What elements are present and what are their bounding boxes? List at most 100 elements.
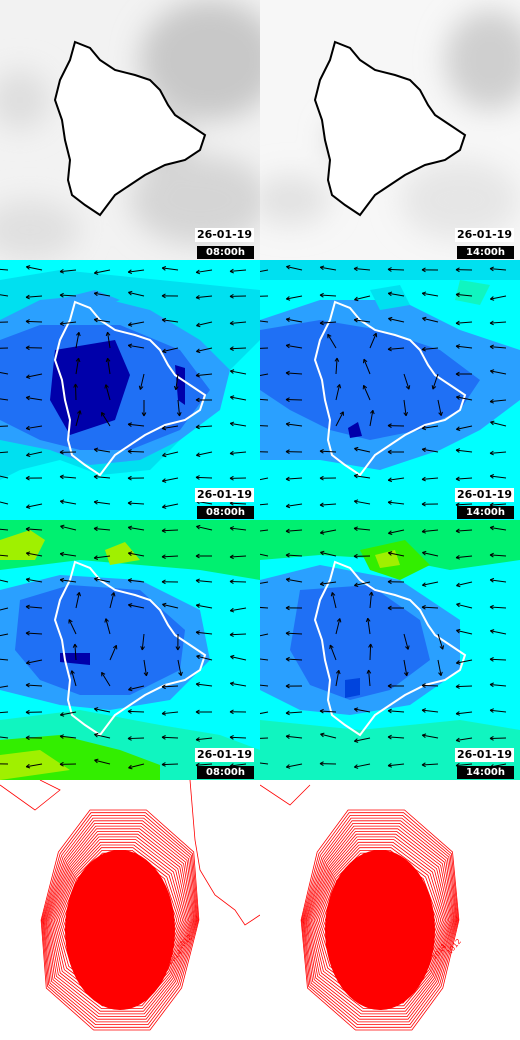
wind-arrow	[327, 334, 337, 349]
wind-arrow-head	[421, 349, 426, 352]
wind-arrow-head	[195, 475, 200, 478]
wind-arrow-head	[128, 343, 133, 346]
wind-arrow-head	[105, 384, 109, 388]
wind-arrow-head	[286, 766, 291, 769]
wind-arrow-head	[353, 266, 358, 269]
wind-arrow-head	[59, 321, 64, 325]
wind-arrow-head	[489, 709, 494, 713]
wind-arrow	[422, 347, 439, 351]
wind-arrow	[196, 321, 213, 327]
wind-arrow	[456, 581, 473, 587]
pressure-contour-line	[42, 815, 198, 1026]
wind-arrow-head	[162, 506, 167, 509]
wind-arrow-head	[25, 735, 30, 739]
wind-arrow	[175, 373, 179, 390]
wind-arrow-head	[105, 618, 109, 622]
wind-arrow-head	[489, 606, 494, 610]
wind-arrow-head	[73, 383, 76, 388]
wind-arrow	[354, 295, 371, 301]
wind-arrow	[162, 711, 179, 715]
wind-arrow-head	[127, 736, 132, 739]
wind-arrow-head	[59, 271, 64, 274]
wind-arrow	[335, 411, 344, 427]
wind-arrow	[403, 633, 409, 650]
wind-arrow-head	[229, 736, 234, 740]
wind-arrow-head	[354, 448, 358, 452]
wind-arrow-head	[60, 524, 65, 527]
cloud-map-0800: 26-01-19 08:00h	[0, 0, 260, 260]
wind-arrow	[161, 763, 179, 766]
wind-arrow-head	[93, 270, 98, 274]
wind-arrow	[260, 633, 269, 637]
wind-arrow-head	[353, 268, 358, 272]
wind-arrow	[128, 423, 145, 427]
wind-map-canvas	[0, 520, 260, 780]
wind-map-canvas	[260, 520, 520, 780]
wind-arrow	[230, 451, 247, 455]
wind-arrow-head	[127, 500, 132, 504]
wind-arrow-head	[94, 447, 99, 450]
wind-arrows	[0, 265, 247, 509]
wind-arrow-head	[127, 502, 132, 506]
wind-arrow-head	[421, 292, 426, 297]
wind-arrow-head	[139, 386, 144, 390]
wind-arrow	[94, 476, 111, 479]
wind-arrow-head	[94, 734, 98, 738]
wind-arrow-head	[196, 325, 201, 328]
wind-arrow	[196, 295, 213, 299]
wind-arrow-head	[387, 685, 392, 689]
wind-arrow-head	[59, 761, 64, 765]
wind-arrow-head	[286, 264, 291, 268]
wind-arrow-head	[455, 371, 460, 375]
wind-arrow-head	[229, 348, 234, 351]
wind-arrow	[354, 475, 371, 479]
wind-map-canvas	[260, 260, 520, 520]
wind-arrow-head	[421, 267, 426, 271]
wind-arrow-head	[339, 411, 344, 415]
wind-arrow-head	[161, 293, 166, 297]
wind-arrow-head	[438, 412, 442, 416]
wind-arrow-head	[128, 603, 133, 606]
wind-arrow	[320, 321, 337, 324]
wind-arrow-head	[162, 351, 167, 354]
wind-arrow-head	[405, 386, 410, 390]
wind-arrow	[260, 553, 269, 557]
wind-arrow	[320, 529, 337, 534]
wind-arrow-head	[403, 412, 407, 417]
wind-arrow	[490, 475, 507, 479]
wind-arrow-head	[387, 292, 392, 297]
wind-arrow-head	[455, 373, 460, 377]
wind-arrow-head	[354, 582, 358, 586]
wind-arrow	[162, 425, 179, 430]
wind-arrow	[388, 736, 405, 739]
wind-arrow	[422, 709, 439, 713]
wind-arrow	[230, 655, 247, 661]
wind-arrow-head	[195, 399, 200, 403]
wind-arrow	[162, 451, 179, 457]
wind-arrow-head	[285, 296, 290, 300]
wind-arrow	[94, 555, 111, 559]
wind-arrow-head	[285, 605, 290, 609]
wind-arrow-head	[60, 714, 65, 717]
wind-arrow-head	[489, 268, 494, 272]
wind-arrow-head	[319, 294, 324, 298]
wind-arrow	[354, 500, 371, 505]
wind-arrow	[230, 321, 247, 324]
wind-arrow-head	[26, 660, 30, 664]
wind-arrow-head	[161, 684, 166, 688]
wind-arrow-head	[128, 767, 133, 770]
wind-arrow-head	[285, 685, 290, 689]
wind-arrow-head	[230, 681, 235, 684]
wind-arrow	[128, 344, 145, 349]
wind-arrow-head	[75, 357, 80, 362]
island-coastline	[53, 40, 207, 217]
wind-arrow-head	[455, 528, 460, 532]
date-stamp: 26-01-19	[454, 228, 514, 242]
wind-arrow	[456, 529, 473, 532]
wind-arrow-head	[161, 711, 166, 715]
wind-arrow-head	[59, 763, 64, 767]
wind-arrow-head	[195, 269, 200, 273]
wind-arrow-head	[195, 578, 200, 581]
wind-arrow-head	[25, 711, 30, 715]
wind-arrow-head	[229, 711, 234, 715]
